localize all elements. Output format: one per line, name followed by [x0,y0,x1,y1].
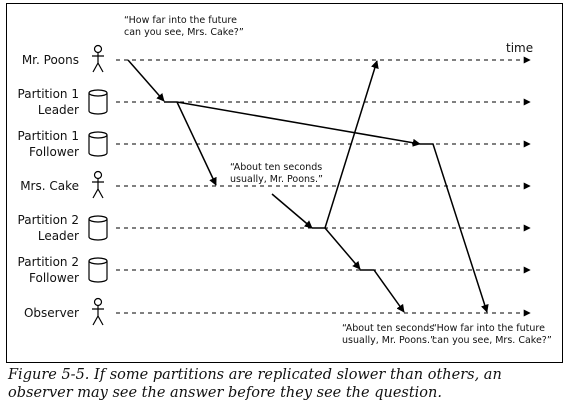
participant-label-mr-poons: Mr. Poons [22,53,79,67]
person-icon [92,44,104,73]
participant-label-observer: Observer [24,306,79,320]
participant-label-mrs-cake: Mrs. Cake [20,179,79,193]
message-p2-replication [324,227,361,270]
timelines [116,56,531,317]
database-icon [88,89,108,115]
message-answer-to-observer [360,269,405,313]
message-p1-replication [164,101,421,147]
time-label: time [506,41,533,55]
participant-label-partition-2-follower: Partition 2 Follower [18,255,80,285]
participant-label-partition-1-leader: Partition 1 Leader [18,87,80,117]
annotation-observer-sees-answer: “About ten seconds usually, Mr. Poons.” [342,323,437,346]
figure-caption: Figure 5-5. If some partitions are repli… [8,367,502,401]
message-question-to-observer [420,143,489,313]
annotation-observer-sees-question: “How far into the future can you see, Mr… [432,323,552,346]
messages [127,59,489,313]
person-icon [92,297,104,326]
database-icon [88,257,108,283]
annotation-question-from-poons: “How far into the future can you see, Mr… [124,15,244,38]
figure-frame [6,3,563,363]
message-question-to-cake [176,101,217,186]
annotation-answer-from-cake: “About ten seconds usually, Mr. Poons.” [230,162,325,185]
message-poons-question-write [127,59,165,102]
person-icon [92,170,104,199]
database-icon [88,215,108,241]
participant-label-partition-2-leader: Partition 2 Leader [18,213,80,243]
message-cake-answer-write [271,193,313,229]
database-icon [88,131,108,157]
participant-label-partition-1-follower: Partition 1 Follower [18,129,80,159]
